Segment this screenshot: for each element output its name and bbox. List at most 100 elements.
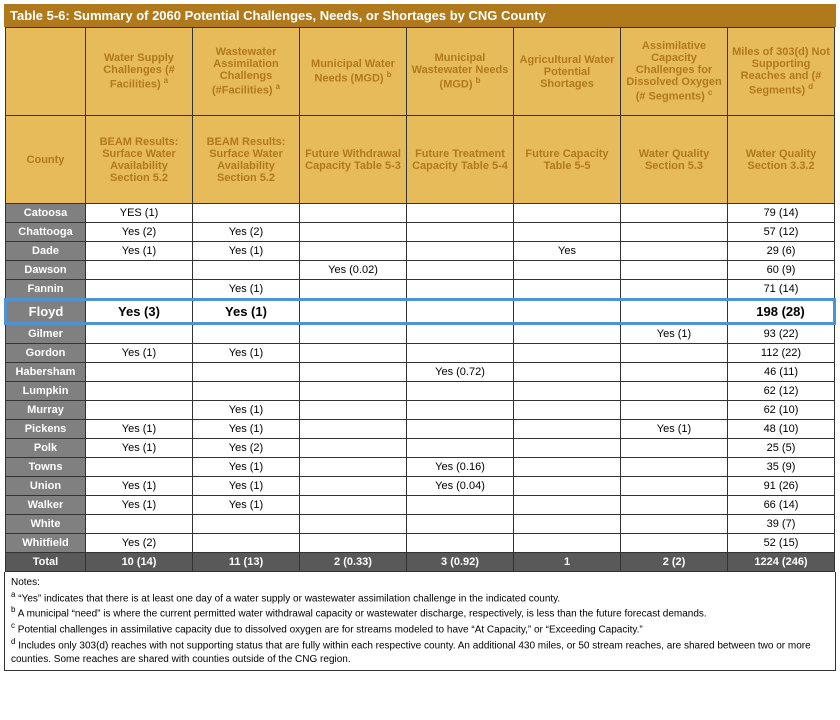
data-cell: Yes (0.16) bbox=[407, 458, 514, 477]
data-cell bbox=[193, 515, 300, 534]
data-cell bbox=[514, 515, 621, 534]
total-cell: 2 (2) bbox=[621, 553, 728, 572]
data-cell bbox=[514, 458, 621, 477]
data-cell: 62 (12) bbox=[728, 382, 835, 401]
note-b: b A municipal “need” is where the curren… bbox=[11, 605, 829, 621]
county-cell: Union bbox=[6, 477, 86, 496]
data-cell: Yes (1) bbox=[621, 420, 728, 439]
data-cell bbox=[514, 344, 621, 363]
data-cell: Yes (1) bbox=[86, 344, 193, 363]
col-header-6: Miles of 303(d) Not Supporting Reaches a… bbox=[728, 28, 835, 116]
data-cell bbox=[407, 515, 514, 534]
data-cell: Yes (2) bbox=[193, 439, 300, 458]
data-cell bbox=[621, 515, 728, 534]
data-cell bbox=[407, 242, 514, 261]
county-cell: Floyd bbox=[6, 300, 86, 324]
data-cell bbox=[300, 300, 407, 324]
summary-table: Water Supply Challenges (# Facilities) a… bbox=[4, 27, 836, 572]
table-row: PickensYes (1)Yes (1)Yes (1)48 (10) bbox=[6, 420, 835, 439]
col-subheader-2: Future Withdrawal Capacity Table 5-3 bbox=[300, 116, 407, 204]
data-cell bbox=[86, 382, 193, 401]
table-row: White39 (7) bbox=[6, 515, 835, 534]
data-cell bbox=[86, 401, 193, 420]
table-row: PolkYes (1)Yes (2)25 (5) bbox=[6, 439, 835, 458]
total-cell: 1224 (246) bbox=[728, 553, 835, 572]
data-cell: Yes (1) bbox=[193, 477, 300, 496]
county-cell: Habersham bbox=[6, 363, 86, 382]
data-cell bbox=[621, 344, 728, 363]
data-cell: 60 (9) bbox=[728, 261, 835, 280]
data-cell bbox=[193, 261, 300, 280]
data-cell bbox=[300, 420, 407, 439]
data-cell: Yes (1) bbox=[86, 496, 193, 515]
data-cell bbox=[621, 242, 728, 261]
data-cell bbox=[514, 280, 621, 300]
data-cell bbox=[300, 324, 407, 344]
data-cell: Yes (3) bbox=[86, 300, 193, 324]
county-cell: Polk bbox=[6, 439, 86, 458]
data-cell bbox=[514, 401, 621, 420]
data-cell bbox=[621, 458, 728, 477]
county-cell: White bbox=[6, 515, 86, 534]
data-cell: Yes (2) bbox=[86, 223, 193, 242]
data-cell: Yes (1) bbox=[193, 280, 300, 300]
data-cell bbox=[300, 344, 407, 363]
data-cell: Yes (1) bbox=[193, 458, 300, 477]
data-cell bbox=[621, 300, 728, 324]
table-row: GilmerYes (1)93 (22) bbox=[6, 324, 835, 344]
data-cell bbox=[407, 439, 514, 458]
data-cell bbox=[621, 401, 728, 420]
data-cell bbox=[514, 420, 621, 439]
col-subheader-5: Water Quality Section 5.3 bbox=[621, 116, 728, 204]
col-header-1: Wastewater Assimilation Challengs (#Faci… bbox=[193, 28, 300, 116]
table-row: MurrayYes (1)62 (10) bbox=[6, 401, 835, 420]
data-cell bbox=[514, 477, 621, 496]
table-row: DawsonYes (0.02)60 (9) bbox=[6, 261, 835, 280]
note-c: c Potential challenges in assimilative c… bbox=[11, 621, 829, 637]
data-cell: Yes (1) bbox=[193, 496, 300, 515]
table-row: DadeYes (1)Yes (1)Yes29 (6) bbox=[6, 242, 835, 261]
data-cell bbox=[621, 363, 728, 382]
data-cell bbox=[407, 496, 514, 515]
data-cell bbox=[300, 242, 407, 261]
data-cell bbox=[621, 223, 728, 242]
data-cell: 29 (6) bbox=[728, 242, 835, 261]
county-cell: Lumpkin bbox=[6, 382, 86, 401]
data-cell: Yes (1) bbox=[193, 420, 300, 439]
county-header: County bbox=[6, 116, 86, 204]
data-cell bbox=[407, 324, 514, 344]
col-header-0: Water Supply Challenges (# Facilities) a bbox=[86, 28, 193, 116]
table-row: TownsYes (1)Yes (0.16)35 (9) bbox=[6, 458, 835, 477]
data-cell bbox=[621, 204, 728, 223]
data-cell: 112 (22) bbox=[728, 344, 835, 363]
county-cell: Walker bbox=[6, 496, 86, 515]
notes-heading: Notes: bbox=[11, 576, 829, 590]
data-cell: 52 (15) bbox=[728, 534, 835, 553]
data-cell: YES (1) bbox=[86, 204, 193, 223]
total-label: Total bbox=[6, 553, 86, 572]
data-cell bbox=[407, 344, 514, 363]
table-row: FloydYes (3)Yes (1)198 (28) bbox=[6, 300, 835, 324]
data-cell: Yes bbox=[514, 242, 621, 261]
data-cell: 46 (11) bbox=[728, 363, 835, 382]
data-cell bbox=[193, 382, 300, 401]
data-cell bbox=[407, 204, 514, 223]
data-cell bbox=[300, 401, 407, 420]
county-cell: Fannin bbox=[6, 280, 86, 300]
data-cell bbox=[300, 534, 407, 553]
table-row: CatoosaYES (1)79 (14) bbox=[6, 204, 835, 223]
data-cell bbox=[514, 382, 621, 401]
data-cell: Yes (1) bbox=[621, 324, 728, 344]
note-a: a “Yes” indicates that there is at least… bbox=[11, 590, 829, 606]
data-cell bbox=[621, 382, 728, 401]
table-row: HabershamYes (0.72)46 (11) bbox=[6, 363, 835, 382]
data-cell bbox=[514, 496, 621, 515]
county-cell: Whitfield bbox=[6, 534, 86, 553]
data-cell: 62 (10) bbox=[728, 401, 835, 420]
total-row: Total10 (14)11 (13)2 (0.33)3 (0.92)12 (2… bbox=[6, 553, 835, 572]
data-cell bbox=[621, 477, 728, 496]
data-cell: 35 (9) bbox=[728, 458, 835, 477]
data-cell bbox=[300, 382, 407, 401]
data-cell bbox=[300, 223, 407, 242]
data-cell: 57 (12) bbox=[728, 223, 835, 242]
